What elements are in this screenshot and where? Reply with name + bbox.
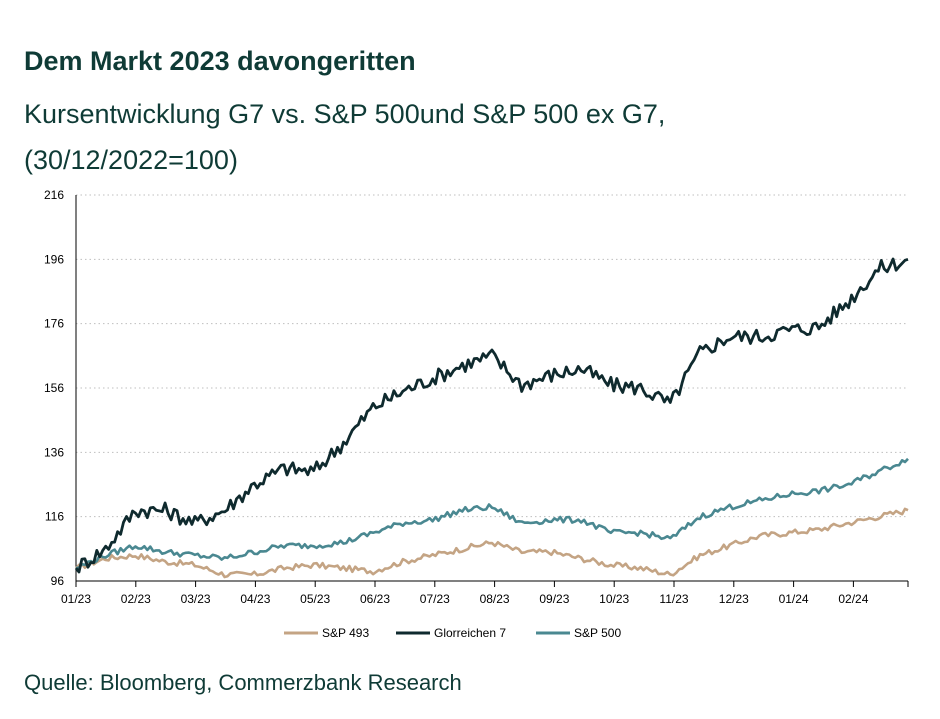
source-note: Quelle: Bloomberg, Commerzbank Research bbox=[24, 670, 462, 695]
subtitle-line-2: (30/12/2022=100) bbox=[24, 145, 238, 175]
x-tick-label-05-23: 05/23 bbox=[300, 592, 330, 606]
x-tick-label-11-23: 11/23 bbox=[659, 592, 688, 606]
y-tick-label-136: 136 bbox=[44, 445, 64, 459]
series-line-s-p-500 bbox=[75, 457, 909, 570]
series-line-glorreichen-7 bbox=[74, 257, 909, 574]
chart-subtitle: Kursentwicklung G7 vs. S&P 500und S&P 50… bbox=[24, 91, 924, 183]
line-chart: 96 116 136 156 176 196 216 01/23 02/23 03/23 04/23… bbox=[44, 188, 909, 640]
y-tick-label-196: 196 bbox=[44, 252, 64, 266]
x-tick-label-04-23: 04/23 bbox=[240, 592, 270, 606]
x-tick-label-10-23: 10/23 bbox=[599, 592, 629, 606]
legend-label-s-p-493: S&P 493 bbox=[322, 626, 369, 640]
x-tick-label-01-24: 01/24 bbox=[779, 592, 809, 606]
y-tick-label-176: 176 bbox=[44, 317, 64, 331]
x-tick-label-09-23: 09/23 bbox=[539, 592, 569, 606]
x-tick-label-12-23: 12/23 bbox=[719, 592, 749, 606]
x-tick-label-07-23: 07/23 bbox=[420, 592, 450, 606]
y-tick-label-116: 116 bbox=[45, 510, 64, 524]
x-tick-label-02-23: 02/23 bbox=[121, 592, 151, 606]
subtitle-line-1: Kursentwicklung G7 vs. S&P 500und S&P 50… bbox=[24, 99, 666, 129]
legend-label-glorreichen-7: Glorreichen 7 bbox=[434, 626, 506, 640]
x-tick-label-08-23: 08/23 bbox=[480, 592, 510, 606]
y-tick-label-96: 96 bbox=[51, 574, 65, 588]
y-tick-label-156: 156 bbox=[44, 381, 64, 395]
x-tick-label-02-24: 02/24 bbox=[838, 592, 868, 606]
x-tick-label-01-23: 01/23 bbox=[61, 592, 91, 606]
series-line-s-p-493 bbox=[75, 507, 909, 579]
x-tick-label-06-23: 06/23 bbox=[360, 592, 390, 606]
chart-title: Dem Markt 2023 davongeritten bbox=[24, 46, 416, 76]
legend-label-s-p-500: S&P 500 bbox=[574, 626, 621, 640]
y-tick-label-216: 216 bbox=[44, 188, 64, 202]
x-tick-label-03-23: 03/23 bbox=[181, 592, 211, 606]
